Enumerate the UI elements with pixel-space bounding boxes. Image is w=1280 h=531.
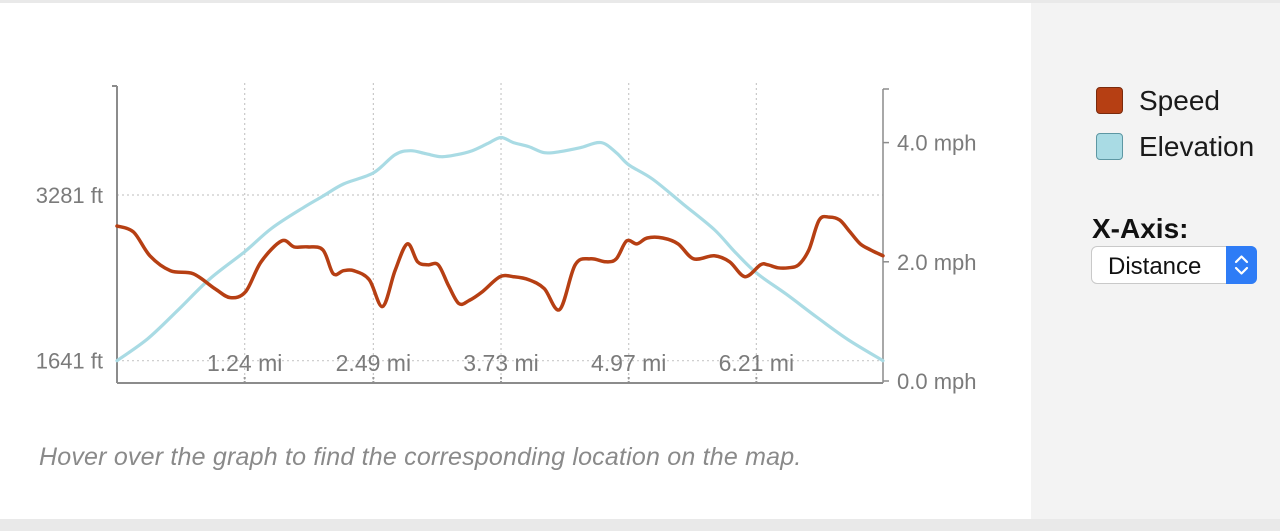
elevation-swatch: [1096, 133, 1123, 160]
x-tick-label: 4.97 mi: [591, 350, 666, 376]
x-tick-label: 3.73 mi: [463, 350, 538, 376]
x-axis-select[interactable]: Distance: [1091, 246, 1257, 284]
legend-label-elevation: Elevation: [1139, 131, 1255, 162]
x-axis-select-value: Distance: [1108, 253, 1202, 280]
right-tick-label: 0.0 mph: [897, 369, 977, 394]
side-panel: Speed Elevation X-Axis: Distance: [1031, 3, 1280, 519]
right-tick-label: 2.0 mph: [897, 250, 977, 275]
right-tick-label: 4.0 mph: [897, 131, 977, 156]
tick-label-layer: 1.24 mi 2.49 mi 3.73 mi 4.97 mi 6.21 mi 3281 …: [36, 131, 977, 394]
series-layer: [115, 135, 885, 363]
x-axis-label: X-Axis:: [1092, 213, 1189, 244]
left-tick-label: 1641 ft: [36, 349, 103, 374]
speed-swatch: [1096, 87, 1123, 114]
elevation-speed-chart-panel: 1.24 mi 2.49 mi 3.73 mi 4.97 mi 6.21 mi 3281 …: [0, 3, 1031, 519]
left-tick-label: 3281 ft: [36, 183, 103, 208]
x-tick-label: 2.49 mi: [336, 350, 411, 376]
grid-layer: [117, 83, 883, 381]
axis-layer: [112, 85, 889, 385]
x-tick-label: 6.21 mi: [719, 350, 794, 376]
chevron-up-down-icon: [1226, 246, 1257, 284]
chart-canvas[interactable]: 1.24 mi 2.49 mi 3.73 mi 4.97 mi 6.21 mi 3281 …: [0, 3, 1031, 519]
hover-hint-text: Hover over the graph to find the corresp…: [39, 443, 802, 471]
x-tick-label: 1.24 mi: [207, 350, 282, 376]
speed-series-line: [115, 214, 885, 312]
legend-label-speed: Speed: [1139, 85, 1220, 116]
elevation-series-line: [115, 135, 885, 363]
